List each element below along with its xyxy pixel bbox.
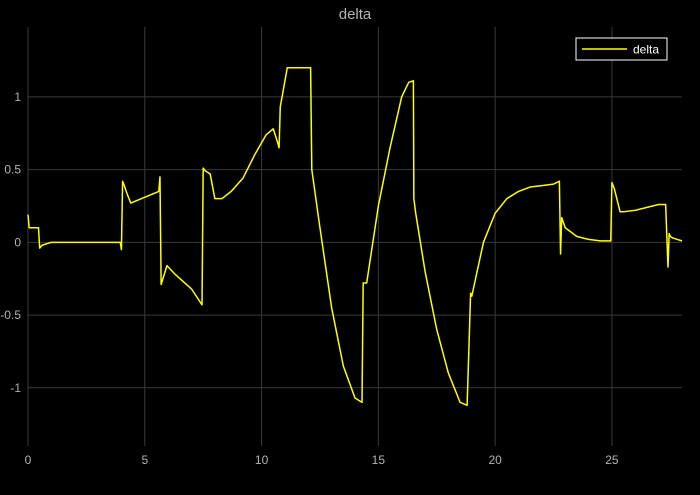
- x-tick-label: 5: [141, 453, 148, 467]
- plot-area: [28, 27, 682, 446]
- y-tick-label: 0: [14, 235, 21, 249]
- series-layer: [27, 66, 683, 407]
- y-tick-label: -1: [10, 381, 21, 395]
- x-tick-label: 15: [372, 453, 386, 467]
- x-tick-label: 10: [255, 453, 269, 467]
- y-tick-label: -0.5: [0, 308, 21, 322]
- chart-title: delta: [339, 6, 372, 23]
- legend: delta: [575, 37, 668, 61]
- y-tick-label: 0.5: [4, 163, 21, 177]
- legend-entry-delta: delta: [633, 43, 659, 57]
- x-tick-label: 25: [605, 453, 619, 467]
- axis-tick-labels: 0 5 10 15 20 25 -1 -0.5 0 0.5 1: [0, 90, 619, 467]
- series-line-delta: [27, 66, 683, 407]
- y-tick-label: 1: [14, 90, 21, 104]
- grid-lines: [27, 27, 682, 446]
- x-tick-label: 0: [25, 453, 32, 467]
- x-tick-label: 20: [488, 453, 502, 467]
